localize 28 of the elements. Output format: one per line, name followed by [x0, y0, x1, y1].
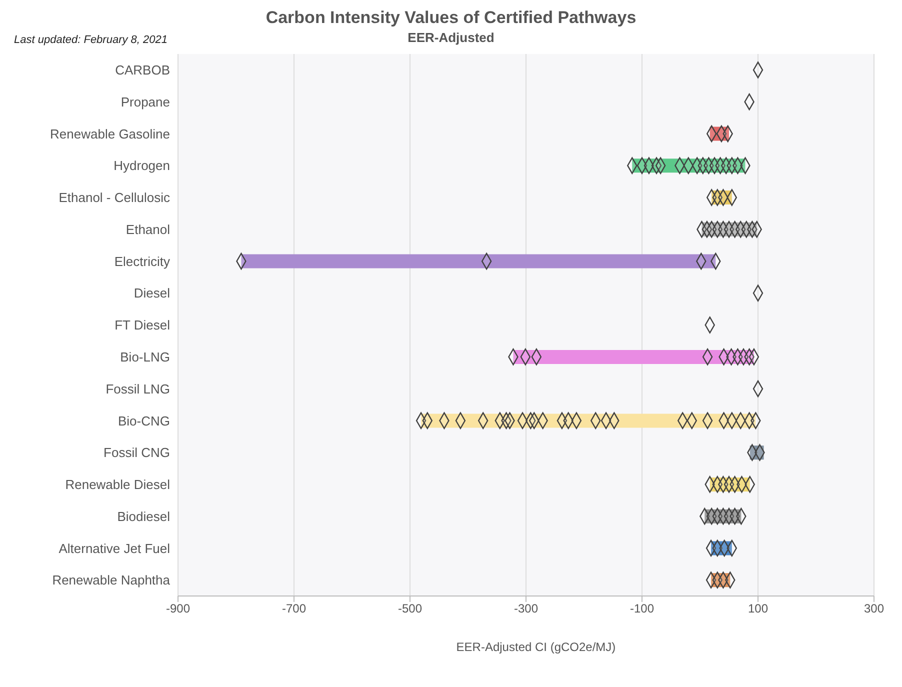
y-tick-label: Bio-CNG	[118, 413, 170, 428]
y-tick-label: Propane	[120, 94, 170, 110]
y-tick-label: Electricity	[114, 254, 170, 269]
y-tick-label: Renewable Diesel	[65, 477, 170, 492]
x-tick-label: -300	[514, 602, 538, 616]
x-tick-label: -700	[282, 602, 306, 616]
y-tick-label: Bio-LNG	[120, 349, 170, 364]
y-tick-label: Fossil CNG	[104, 445, 170, 460]
chart-subtitle: EER-Adjusted	[408, 30, 494, 45]
chart-title: Carbon Intensity Values of Certified Pathways	[264, 8, 638, 28]
y-tick-label: Hydrogen	[114, 158, 170, 174]
x-tick-label: -100	[630, 602, 654, 616]
y-tick-label: Ethanol - Cellulosic	[58, 190, 170, 206]
y-tick-label: Diesel	[134, 286, 170, 301]
y-tick-label: FT Diesel	[114, 318, 170, 333]
x-tick-label: 300	[864, 602, 884, 616]
x-axis-title: EER-Adjusted CI (gCO2e/MJ)	[455, 640, 617, 654]
x-tick-label: -500	[398, 602, 422, 616]
y-tick-label: Renewable Naphtha	[52, 572, 171, 588]
y-tick-label: Fossil LNG	[106, 381, 170, 396]
y-tick-label: Ethanol	[126, 222, 170, 237]
y-tick-label: Alternative Jet Fuel	[58, 540, 170, 556]
x-tick-label: -900	[166, 602, 190, 616]
x-tick-label: 100	[748, 602, 768, 616]
y-tick-label: Renewable Gasoline	[50, 126, 170, 142]
text: Last updated: February 8, 2021	[14, 34, 168, 46]
y-tick-label: Biodiesel	[117, 508, 170, 524]
y-tick-label: CARBOB	[115, 62, 170, 78]
